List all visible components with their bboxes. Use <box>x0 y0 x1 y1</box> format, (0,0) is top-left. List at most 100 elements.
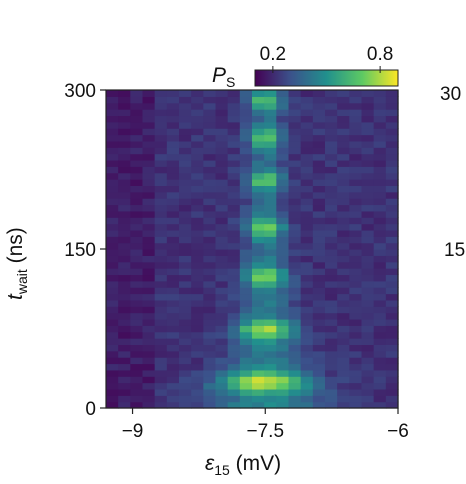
heatmap-cell <box>325 109 338 117</box>
heatmap-cell <box>142 306 156 314</box>
heatmap-cell <box>106 102 119 110</box>
heatmap-cell <box>215 172 229 180</box>
heatmap-cell <box>312 401 326 409</box>
heatmap-cell <box>203 172 217 180</box>
heatmap-cell <box>373 217 387 225</box>
heatmap-cell <box>166 172 180 180</box>
heatmap-cell <box>385 147 399 155</box>
heatmap-cell <box>154 318 168 326</box>
heatmap-cell <box>264 236 277 244</box>
heatmap-cell <box>300 268 314 276</box>
heatmap-cell <box>166 249 180 256</box>
heatmap-cell <box>106 325 119 333</box>
heatmap-cell <box>361 223 375 231</box>
heatmap-cell <box>288 159 302 167</box>
heatmap-cell <box>373 242 387 250</box>
heatmap-cell <box>252 255 265 263</box>
heatmap-cell <box>312 299 326 307</box>
heatmap-cell <box>373 376 387 384</box>
heatmap-cell <box>203 153 217 161</box>
heatmap-cell <box>215 401 229 409</box>
heatmap-cell <box>373 261 387 269</box>
heatmap-cell <box>166 388 180 396</box>
heatmap-cell <box>252 102 265 110</box>
heatmap-cell <box>142 115 156 123</box>
colorbar <box>254 69 399 87</box>
heatmap-cell <box>118 223 131 231</box>
heatmap-cell <box>300 382 314 390</box>
heatmap-cell <box>130 147 144 155</box>
heatmap-cell <box>118 325 131 333</box>
heatmap-cell <box>191 261 204 269</box>
heatmap-cell <box>300 96 314 104</box>
heatmap-cell <box>106 242 119 250</box>
heatmap-cell <box>191 185 204 193</box>
y-tick-label: 0 <box>85 399 96 420</box>
heatmap-cell <box>300 261 314 269</box>
heatmap-cell <box>312 191 326 199</box>
heatmap-cell <box>166 90 180 97</box>
heatmap-cell <box>385 172 399 180</box>
heatmap-cell <box>373 96 387 104</box>
heatmap-cell <box>154 344 168 352</box>
heatmap-cell <box>166 331 180 339</box>
heatmap-cell <box>191 268 204 276</box>
heatmap-cell <box>191 217 204 225</box>
heatmap-cell <box>337 395 350 403</box>
heatmap-cell <box>325 350 338 358</box>
heatmap-cell <box>142 261 156 269</box>
heatmap-cell <box>312 96 326 104</box>
heatmap-cell <box>215 350 229 358</box>
heatmap-cell <box>312 369 326 377</box>
heatmap-cell <box>349 350 363 358</box>
heatmap-cell <box>166 109 180 117</box>
heatmap-cell <box>264 134 277 142</box>
heatmap-cell <box>106 134 119 142</box>
heatmap-cell <box>337 255 350 263</box>
heatmap-cell <box>385 134 399 142</box>
heatmap-cell <box>203 179 217 186</box>
heatmap-cell <box>373 249 387 256</box>
heatmap-cell <box>252 280 265 288</box>
heatmap-cell <box>312 198 326 206</box>
heatmap-cell <box>325 166 338 174</box>
heatmap-cell <box>227 217 241 225</box>
heatmap-cell <box>264 249 277 256</box>
heatmap-cell <box>276 357 290 365</box>
heatmap-cell <box>325 376 338 384</box>
heatmap-cell <box>300 274 314 282</box>
heatmap-cell <box>191 242 204 250</box>
heatmap-cell <box>166 204 180 212</box>
heatmap-cell <box>130 293 144 301</box>
heatmap-cell <box>203 242 217 250</box>
heatmap-cell <box>227 325 241 333</box>
heatmap-cell <box>142 147 156 155</box>
heatmap-cell <box>349 172 363 180</box>
heatmap-cell <box>276 134 290 142</box>
heatmap-cell <box>264 159 277 167</box>
heatmap-cell <box>191 299 204 307</box>
heatmap-cell <box>264 179 277 186</box>
heatmap-cell <box>179 350 192 358</box>
heatmap-cell <box>325 363 338 371</box>
heatmap-cell <box>300 217 314 225</box>
heatmap-cell <box>227 293 241 301</box>
heatmap-cell <box>227 128 241 136</box>
heatmap-cell <box>166 357 180 365</box>
heatmap-cell <box>300 395 314 403</box>
heatmap-cell <box>239 306 253 314</box>
heatmap-cell <box>239 229 253 237</box>
heatmap-cell <box>264 395 277 403</box>
heatmap-cell <box>349 115 363 123</box>
heatmap-cell <box>264 388 277 396</box>
heatmap-cell <box>106 172 119 180</box>
heatmap-cell <box>325 159 338 167</box>
heatmap-cell <box>373 280 387 288</box>
heatmap-cell <box>361 299 375 307</box>
heatmap-cell <box>106 369 119 377</box>
heatmap-cell <box>264 287 277 295</box>
heatmap-cell <box>361 90 375 97</box>
heatmap-cell <box>118 159 131 167</box>
heatmap-cell <box>288 312 302 320</box>
heatmap-cell <box>203 312 217 320</box>
